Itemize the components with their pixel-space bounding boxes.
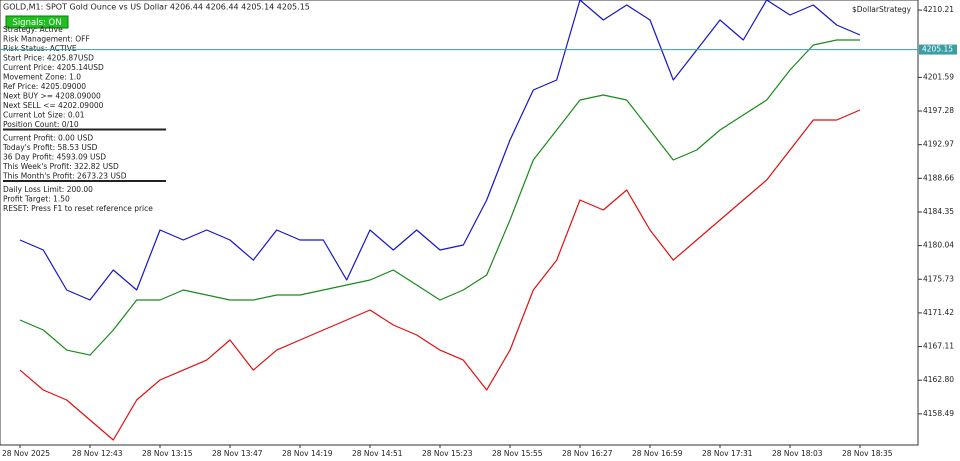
panel-line: Profit Target: 1.50 bbox=[3, 195, 70, 204]
panel-line: This Week's Profit: 322.82 USD bbox=[2, 162, 119, 171]
x-tick-label: 28 Nov 16:27 bbox=[562, 449, 613, 458]
chart-header: GOLD,M1: SPOT Gold Ounce vs US Dollar 42… bbox=[3, 3, 310, 12]
y-tick-label: 4188.66 bbox=[923, 173, 954, 182]
y-tick-label: 4167.11 bbox=[923, 342, 954, 351]
panel-line: Ref Price: 4205.09000 bbox=[3, 82, 86, 91]
panel-line: Next SELL <= 4202.09000 bbox=[3, 101, 104, 110]
price-label: 4205.15 bbox=[922, 45, 953, 54]
panel-line: Today's Profit: 58.53 USD bbox=[2, 143, 98, 152]
panel-line: Daily Loss Limit: 200.00 bbox=[3, 185, 93, 194]
y-tick-label: 4192.97 bbox=[923, 140, 954, 149]
y-tick-label: 4162.80 bbox=[923, 375, 954, 384]
panel-line: Next BUY >= 4208.09000 bbox=[3, 92, 101, 101]
panel-line: Current Profit: 0.00 USD bbox=[3, 134, 93, 143]
y-tick-label: 4171.42 bbox=[923, 308, 954, 317]
x-tick-label: 28 Nov 18:35 bbox=[842, 449, 893, 458]
x-tick-label: 28 Nov 18:03 bbox=[772, 449, 823, 458]
panel-line: Risk Status: ACTIVE bbox=[3, 44, 77, 53]
panel-line: Movement Zone: 1.0 bbox=[3, 73, 81, 82]
x-tick-label: 28 Nov 14:51 bbox=[352, 449, 403, 458]
panel-line: RESET: Press F1 to reset reference price bbox=[3, 204, 153, 213]
x-tick-label: 28 Nov 13:47 bbox=[212, 449, 263, 458]
indicator-name: $DollarStrategy bbox=[852, 5, 912, 14]
panel-line: Current Lot Size: 0.01 bbox=[3, 111, 85, 120]
panel-line: Risk Management: OFF bbox=[3, 35, 90, 44]
panel-line: Current Price: 4205.14USD bbox=[3, 63, 104, 72]
y-tick-label: 4201.59 bbox=[923, 72, 954, 81]
x-tick-label: 28 Nov 15:55 bbox=[492, 449, 543, 458]
panel-line: Position Count: 0/10 bbox=[3, 120, 79, 129]
series-line bbox=[19, 109, 861, 441]
y-tick-label: 4158.49 bbox=[923, 409, 954, 418]
panel-line: Strategy: Active bbox=[3, 25, 63, 34]
x-tick-label: 28 Nov 16:59 bbox=[632, 449, 683, 458]
y-tick-label: 4175.73 bbox=[923, 274, 954, 283]
price-label-box bbox=[919, 44, 957, 55]
x-tick-label: 28 Nov 13:15 bbox=[142, 449, 193, 458]
panel-line: This Month's Profit: 2673.23 USD bbox=[2, 172, 127, 181]
x-tick-label: 28 Nov 14:19 bbox=[282, 449, 333, 458]
x-tick-label: 28 Nov 17:31 bbox=[702, 449, 753, 458]
x-tick-label: 28 Nov 15:23 bbox=[422, 449, 473, 458]
x-tick-label: 28 Nov 2025 bbox=[2, 449, 50, 458]
series-line bbox=[19, 0, 861, 301]
plot-frame bbox=[0, 0, 919, 446]
series-line bbox=[19, 39, 860, 356]
panel-line: 36 Day Profit: 4593.09 USD bbox=[3, 153, 106, 162]
panel-line: Start Price: 4205.87USD bbox=[3, 54, 94, 63]
signal-badge bbox=[5, 15, 69, 29]
y-tick-label: 4184.35 bbox=[923, 207, 954, 216]
y-tick-label: 4197.28 bbox=[923, 106, 954, 115]
signal-badge-text: Signals: ON bbox=[12, 18, 61, 28]
series-layer bbox=[19, 0, 861, 441]
y-tick-label: 4180.04 bbox=[923, 241, 954, 250]
x-tick-label: 28 Nov 12:43 bbox=[72, 449, 123, 458]
y-tick-label: 4210.21 bbox=[923, 5, 954, 14]
